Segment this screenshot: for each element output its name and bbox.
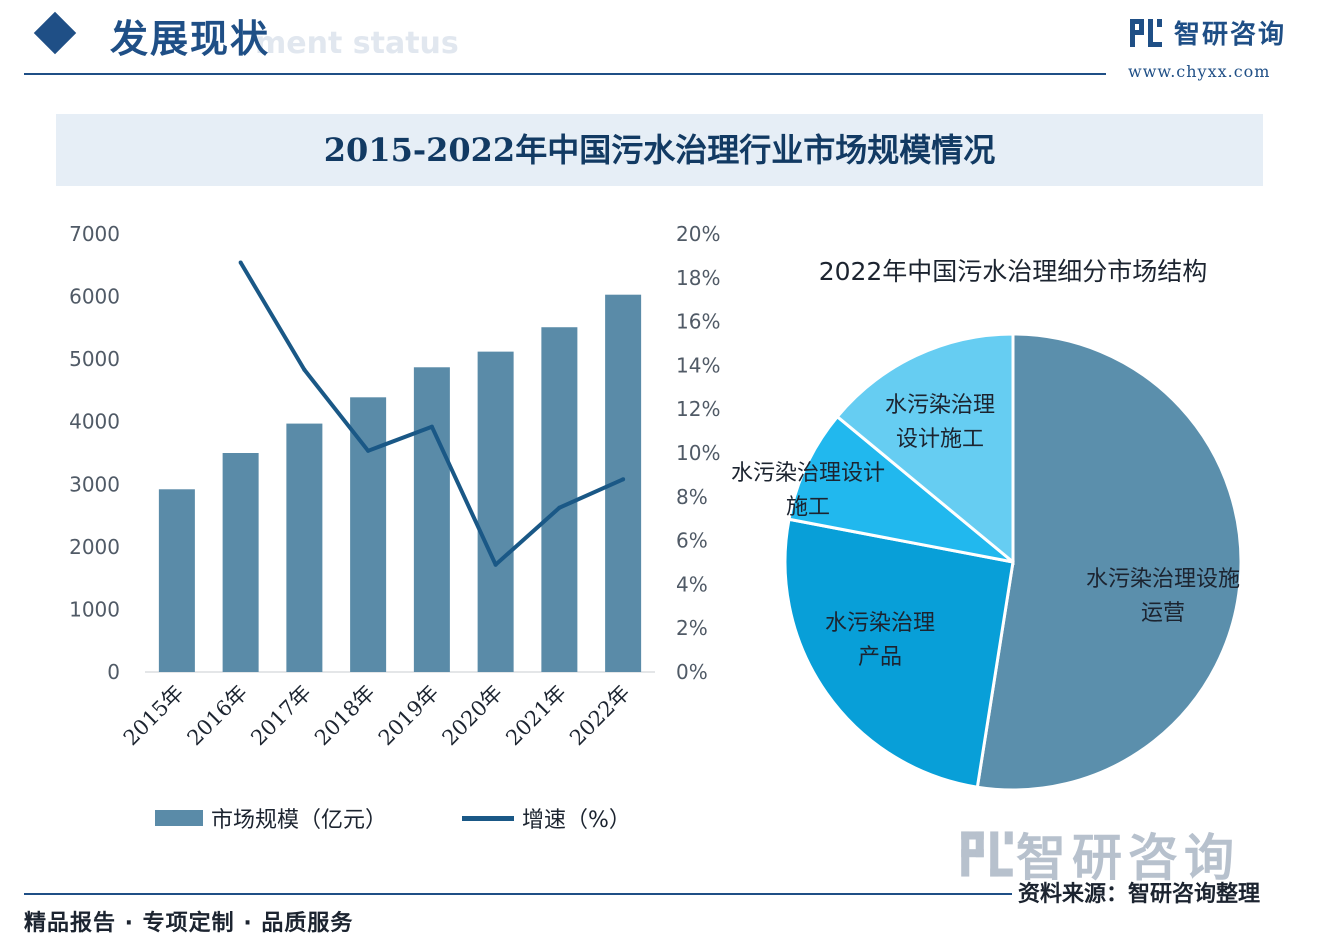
- pie-label-line: 产品: [858, 645, 902, 670]
- title-banner: 2015-2022年中国污水治理行业市场规模情况: [56, 114, 1263, 186]
- x-tick-label: 2018年: [310, 681, 380, 751]
- footer-tagline: 精品报告 · 专项定制 · 品质服务: [24, 911, 354, 936]
- bar: [477, 351, 514, 672]
- pie-label-line: 水污染治理设施: [1086, 567, 1240, 592]
- y-left-tick-label: 7000: [69, 222, 120, 246]
- brand-url: www.chyxx.com: [1128, 62, 1271, 81]
- pie-slice: [975, 332, 1243, 792]
- y-left-tick-label: 5000: [69, 347, 120, 371]
- line-point: [366, 448, 371, 453]
- x-tick-label: 2015年: [119, 681, 189, 751]
- y-left-tick-label: 1000: [69, 597, 120, 621]
- y-left-tick-label: 4000: [69, 410, 120, 434]
- y-right-tick-label: 16%: [676, 310, 720, 334]
- pie-label-line: 运营: [1141, 601, 1185, 626]
- watermark-logo: 智研咨询: [958, 818, 1240, 890]
- y-right-tick-label: 12%: [676, 397, 720, 421]
- y-right-tick-label: 4%: [676, 572, 708, 596]
- pie-slice: [835, 332, 1015, 566]
- pie-slice: [787, 414, 1014, 564]
- watermark-brand: 智研咨询: [1016, 829, 1240, 887]
- x-tick-label: 2021年: [501, 681, 571, 751]
- y-left-tick-label: 6000: [69, 285, 120, 309]
- y-left-tick-label: 2000: [69, 535, 120, 559]
- pie-slice-label: 水污染治理设计施工: [885, 393, 995, 452]
- x-tick-label: 2019年: [374, 681, 444, 751]
- brand-name: 智研咨询: [1174, 20, 1287, 50]
- pie-slice-label: 水污染治理产品: [825, 611, 935, 670]
- header-divider: [24, 73, 1106, 75]
- chart-title: 2015-2022年中国污水治理行业市场规模情况: [323, 131, 996, 169]
- pie-label-line: 水污染治理: [885, 393, 995, 418]
- section-title: 发展现状: [110, 17, 271, 61]
- brand-mark-icon: [1130, 18, 1162, 47]
- footer-divider: [24, 893, 1012, 895]
- bar: [286, 423, 323, 672]
- pie-label-line: 施工: [786, 495, 830, 520]
- y-right-tick-label: 10%: [676, 441, 720, 465]
- bar: [413, 367, 450, 672]
- legend-line-swatch: [462, 815, 514, 821]
- pie-slice: [783, 517, 1015, 789]
- x-tick-label: 2017年: [246, 681, 316, 751]
- line-point: [429, 424, 434, 429]
- pie-label-line: 设计施工: [896, 427, 984, 452]
- line-point: [302, 367, 307, 372]
- bar: [222, 453, 259, 672]
- bar: [158, 489, 195, 672]
- brand-logo: 智研咨询: [1128, 14, 1286, 51]
- pie-slice-label: 水污染治理设施运营: [1086, 567, 1240, 626]
- bar: [541, 327, 578, 672]
- x-tick-label: 2020年: [438, 681, 508, 751]
- y-right-tick-label: 2%: [676, 616, 708, 640]
- x-tick-label: 2016年: [183, 681, 253, 751]
- bar-line-chart: 0 1000 2000 3000 4000 5000 6000 7000 0% 2% 4% 6% 8% 1…: [69, 222, 720, 750]
- y-right-tick-label: 18%: [676, 266, 720, 290]
- y-right-tick-label: 0%: [676, 660, 708, 684]
- y-left-tick-label: 3000: [69, 472, 120, 496]
- legend-line-label: 增速（%）: [522, 808, 631, 833]
- y-right-tick-label: 14%: [676, 353, 720, 377]
- source-note: 资料来源：智研咨询整理: [1018, 882, 1261, 907]
- y-right-tick-label: 8%: [676, 485, 708, 509]
- watermark-mark-icon: [961, 831, 1013, 877]
- pie-slice-label: 水污染治理设计施工: [731, 461, 885, 520]
- y-right-tick-label: 6%: [676, 529, 708, 553]
- bar: [350, 397, 387, 672]
- x-tick-label: 2022年: [565, 681, 635, 751]
- y-right-tick-label: 20%: [676, 222, 720, 246]
- y-left-tick-label: 0: [107, 660, 120, 684]
- pie-label-line: 水污染治理设计: [731, 461, 885, 486]
- legend-bar-label: 市场规模（亿元）: [211, 808, 388, 833]
- legend-bar: 市场规模（亿元）: [155, 802, 387, 834]
- pie-title: 2022年中国污水治理细分市场结构: [819, 257, 1208, 286]
- legend-bar-swatch: [155, 810, 203, 826]
- pie-chart: 2022年中国污水治理细分市场结构水污染治理设施运营水污染治理产品水污染治理设计…: [731, 257, 1243, 792]
- line-point: [557, 505, 562, 510]
- line-point: [621, 477, 626, 482]
- legend-line: 增速（%）: [462, 802, 631, 834]
- line-point: [238, 260, 243, 265]
- pie-label-line: 水污染治理: [825, 611, 935, 636]
- line-point: [493, 562, 498, 567]
